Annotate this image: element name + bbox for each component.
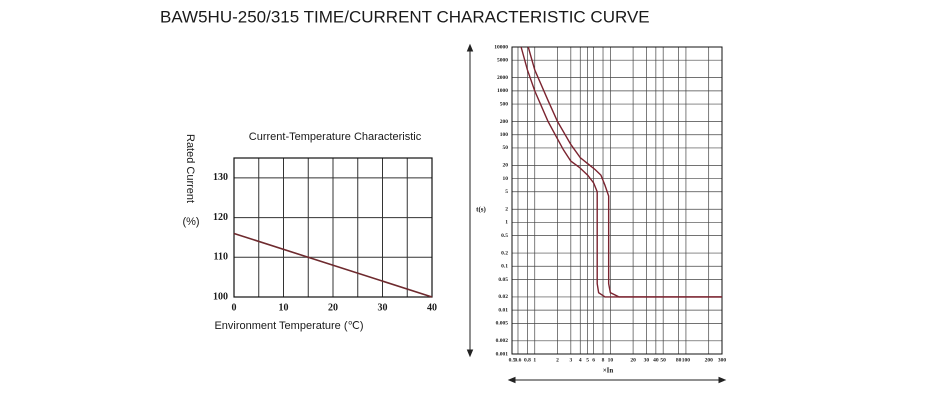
x-tick-label: 0 — [232, 302, 237, 313]
y-tick-label: 1 — [505, 220, 508, 226]
y-tick-label: 50 — [503, 145, 509, 151]
data-line — [233, 232, 433, 298]
y-tick-label: 2000 — [497, 75, 508, 81]
y-tick-label: 0.001 — [496, 351, 509, 357]
y-tick-label: 0.5 — [501, 233, 508, 239]
y-axis-label: t(s) — [476, 206, 486, 214]
x-axis-label: ×In — [603, 367, 614, 375]
chart-title: Current-Temperature Characteristic — [249, 131, 422, 143]
x-tick-label: 10 — [279, 302, 289, 313]
y-tick-label: 130 — [213, 172, 228, 183]
y-tick-label: 0.2 — [501, 250, 508, 256]
data-line — [527, 46, 722, 298]
x-tick-label: 20 — [630, 357, 636, 363]
x-tick-label: 8 — [602, 357, 605, 363]
x-tick-label: 30 — [378, 302, 388, 313]
y-tick-label: 5000 — [497, 57, 508, 63]
axis-arrows — [466, 43, 727, 384]
x-tick-label: 40 — [427, 302, 437, 313]
x-tick-label: 6 — [592, 357, 595, 363]
plot-frame — [511, 46, 723, 355]
y-tick-label: 200 — [500, 119, 509, 125]
x-tick-label: 50 — [660, 357, 666, 363]
x-tick-label: 80 — [676, 357, 682, 363]
y-tick-label: 20 — [503, 163, 509, 169]
x-tick-label: 10 — [608, 357, 614, 363]
y-tick-label: 500 — [500, 101, 509, 107]
y-tick-label: 120 — [213, 212, 228, 223]
x-tick-label: 40 — [653, 357, 659, 363]
y-tick-label: 2 — [505, 206, 508, 212]
y-axis-unit: (%) — [182, 216, 199, 228]
y-tick-label: 0.05 — [498, 277, 508, 283]
x-tick-label: 300 — [718, 357, 727, 363]
y-tick-label: 0.01 — [498, 307, 508, 313]
x-tick-label: 30 — [644, 357, 650, 363]
y-tick-label: 100 — [500, 132, 509, 138]
page-title: BAW5HU-250/315 TIME/CURRENT CHARACTERIST… — [160, 7, 650, 26]
y-tick-label: 0.002 — [496, 338, 509, 344]
x-tick-label: 200 — [705, 357, 714, 363]
y-tick-label: 100 — [213, 291, 228, 302]
x-tick-label: 3 — [569, 357, 572, 363]
y-tick-label: 0.02 — [498, 294, 508, 300]
x-axis-label: Environment Temperature (℃) — [214, 320, 363, 332]
y-tick-label: 0.1 — [501, 264, 508, 270]
y-tick-label: 10 — [503, 176, 509, 182]
x-tick-label: 4 — [579, 357, 582, 363]
x-tick-label: 20 — [328, 302, 338, 313]
x-tick-label: 2 — [556, 357, 559, 363]
plot-frame — [233, 157, 433, 298]
x-tick-label: 0.8 — [524, 357, 531, 363]
x-tick-label: 100 — [682, 357, 691, 363]
data-line — [520, 46, 722, 298]
x-tick-label: 1 — [533, 357, 536, 363]
y-axis-label: Rated Current — [184, 134, 196, 203]
x-tick-label: 0.5 — [509, 357, 516, 363]
y-tick-label: 0.005 — [496, 321, 509, 327]
y-tick-label: 10000 — [494, 44, 508, 50]
y-tick-label: 110 — [214, 252, 228, 263]
x-tick-label: 5 — [586, 357, 589, 363]
x-tick-label: 0.6 — [515, 357, 522, 363]
y-tick-label: 1000 — [497, 88, 508, 94]
y-tick-label: 5 — [505, 189, 508, 195]
